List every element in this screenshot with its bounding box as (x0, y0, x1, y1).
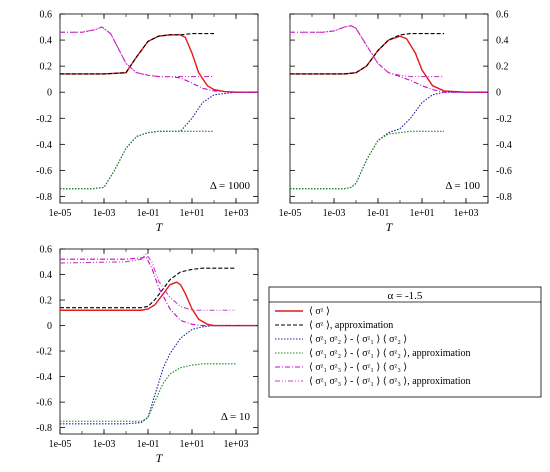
x-axis-label: T (156, 220, 164, 234)
series-line-sz (60, 281, 258, 327)
y-tick-label: -0.6 (36, 166, 52, 177)
y-tick-label: 0.2 (40, 296, 53, 307)
x-tick-label: 1e+03 (453, 208, 478, 219)
y-tick-label: -0.8 (496, 192, 512, 203)
x-tick-label: 1e+01 (179, 208, 204, 219)
x-tick-label: 1e-03 (93, 208, 116, 219)
y-tick-label: 0.4 (40, 36, 53, 47)
legend-label-c13_approx: ⟨ σᶻ₁ σᶻ₃ ⟩ - ⟨ σᶻ₁ ⟩ ⟨ σᶻ₃ ⟩, approxima… (309, 376, 471, 387)
x-tick-label: 1e+03 (223, 439, 248, 450)
y-tick-label: -0.4 (496, 140, 512, 151)
x-tick-label: 1e-01 (137, 208, 160, 219)
panel-label: Δ = 10 (221, 411, 251, 423)
y-tick-label: 0 (496, 88, 501, 99)
series-line-c13 (60, 256, 258, 327)
panel-delta-100: 1e-05 1e-03 1e-01 1e+01 1e+03 0.6 0.4 0.2 0 -0.2 -… (279, 10, 512, 235)
x-tick-label: 1e-03 (93, 439, 116, 450)
y-tick-label: -0.6 (36, 398, 52, 409)
legend-label-c12: ⟨ σᶻ₁ σᶻ₂ ⟩ - ⟨ σᶻ₁ ⟩ ⟨ σᶻ₂ ⟩ (309, 334, 407, 345)
x-tick-label: 1e-01 (367, 208, 390, 219)
x-tick-label: 1e-03 (323, 208, 346, 219)
legend-label-c12_approx: ⟨ σᶻ₁ σᶻ₂ ⟩ - ⟨ σᶻ₁ ⟩ ⟨ σᶻ₂ ⟩, approxima… (309, 348, 471, 359)
y-tick-label: -0.2 (496, 114, 512, 125)
y-tick-label: -0.8 (36, 423, 52, 434)
x-tick-label: 1e-05 (49, 439, 72, 450)
legend-entries: ⟨ σᶻ ⟩ ⟨ σᶻ ⟩, approximation ⟨ σᶻ₁ σᶻ₂ ⟩ -… (275, 306, 471, 387)
y-tick-label: 0.6 (40, 245, 53, 256)
series-line-c12 (60, 325, 258, 425)
plot-frame (59, 13, 259, 204)
y-tick-label: 0.2 (40, 62, 53, 73)
y-tick-label: -0.8 (36, 192, 52, 203)
series-line-c12 (60, 91, 258, 190)
y-tick-label: -0.2 (36, 114, 52, 125)
y-tick-label: 0.4 (40, 270, 53, 281)
x-tick-label: 1e+01 (409, 208, 434, 219)
y-tick-label: -0.2 (36, 347, 52, 358)
series-line-sz (60, 34, 258, 93)
x-tick-label: 1e+03 (223, 208, 248, 219)
legend-label-sz_approx: ⟨ σᶻ ⟩, approximation (309, 320, 393, 331)
panel-delta-10: 1e-05 1e-03 1e-01 1e+01 1e+03 0.6 0.4 0.2 0 -0.2 -… (36, 245, 259, 465)
series-line-c13_approx (59, 253, 236, 311)
y-tick-label: 0.2 (496, 62, 509, 73)
y-tick-label: 0.4 (496, 36, 509, 47)
panel-delta-1000: 1e-05 1e-03 1e-01 1e+01 1e+03 0.6 0.4 0.2 0 -0.2 -… (36, 10, 259, 234)
x-tick-label: 1e-05 (49, 208, 72, 219)
x-tick-label: 1e-01 (137, 439, 160, 450)
y-tick-label: -0.6 (496, 166, 512, 177)
y-tick-label: -0.4 (36, 372, 52, 383)
x-axis-label: T (386, 220, 394, 234)
legend-label-c13: ⟨ σᶻ₁ σᶻ₃ ⟩ - ⟨ σᶻ₁ ⟩ ⟨ σᶻ₃ ⟩ (309, 362, 407, 373)
series-line-c12 (290, 91, 488, 190)
panel-label: Δ = 100 (445, 180, 480, 192)
series-line-c13 (290, 25, 488, 93)
y-tick-label: 0.6 (496, 10, 509, 21)
x-tick-label: 1e-05 (279, 208, 302, 219)
series-line-sz_approx (60, 267, 236, 309)
x-axis-label: T (156, 451, 164, 465)
series-line-c13_approx (290, 25, 444, 78)
series-line-c12_approx (290, 130, 444, 190)
legend-title: α = -1.5 (388, 290, 423, 302)
series-line-sz (290, 35, 488, 93)
y-tick-label: 0.6 (40, 10, 53, 21)
series-line-sz_approx (290, 33, 444, 75)
y-tick-label: 0 (47, 88, 52, 99)
legend-box (268, 286, 542, 398)
series-line-c12_approx (60, 363, 236, 422)
plot-frame (289, 13, 489, 204)
x-tick-label: 1e+01 (179, 439, 204, 450)
plot-frame (59, 248, 259, 435)
y-tick-label: -0.4 (36, 140, 52, 151)
legend-label-sz: ⟨ σᶻ ⟩ (309, 306, 330, 317)
series-line-sz_approx (60, 33, 214, 75)
panel-label: Δ = 1000 (210, 180, 251, 192)
y-tick-label: 0 (47, 321, 52, 332)
series-line-c13_approx (60, 26, 214, 78)
legend: α = -1.5 ⟨ σᶻ ⟩⟨ σᶻ ⟩, approximation⟨ σᶻ… (268, 286, 542, 398)
series-line-c12_approx (60, 130, 214, 190)
